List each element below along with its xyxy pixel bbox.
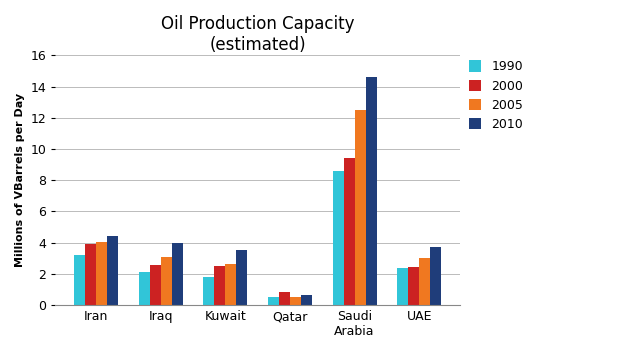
Y-axis label: Millions of VBarrels per Day: Millions of VBarrels per Day	[15, 93, 25, 267]
Bar	[408, 267, 419, 305]
Bar	[172, 243, 182, 305]
Bar	[365, 77, 376, 305]
Bar	[290, 297, 301, 305]
Bar	[279, 292, 290, 305]
Bar	[96, 242, 107, 305]
Bar	[268, 297, 279, 305]
Bar	[355, 110, 365, 305]
Bar	[344, 158, 355, 305]
Bar	[161, 257, 172, 305]
Bar	[138, 273, 150, 305]
Legend: 1990, 2000, 2005, 2010: 1990, 2000, 2005, 2010	[464, 55, 528, 136]
Bar	[85, 244, 96, 305]
Bar	[74, 255, 85, 305]
Bar	[204, 277, 214, 305]
Bar	[150, 264, 161, 305]
Bar	[301, 295, 312, 305]
Bar	[236, 251, 247, 305]
Bar	[225, 264, 236, 305]
Title: Oil Production Capacity
(estimated): Oil Production Capacity (estimated)	[161, 15, 355, 54]
Bar	[397, 268, 408, 305]
Bar	[214, 266, 225, 305]
Bar	[419, 258, 430, 305]
Bar	[107, 237, 118, 305]
Bar	[333, 171, 344, 305]
Bar	[430, 247, 442, 305]
